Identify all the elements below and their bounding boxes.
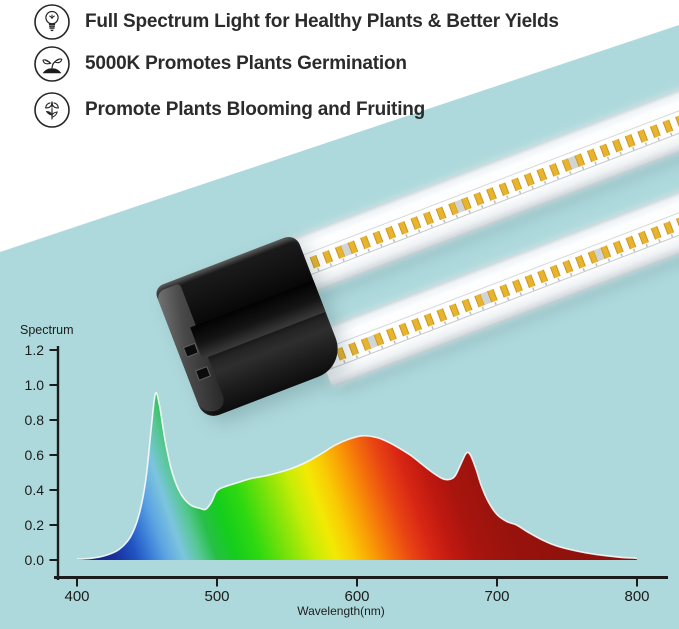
bulb-icon [33,3,71,41]
flower-icon [33,91,71,129]
y-tick-label: 0.8 [25,412,45,428]
feature-label: Promote Plants Blooming and Fruiting [85,99,426,120]
x-tick-label: 700 [484,588,509,605]
x-axis-title: Wavelength(nm) [297,604,385,618]
y-tick-label: 0.2 [25,517,45,533]
sprout-icon [33,45,71,83]
feature-label: Full Spectrum Light for Healthy Plants &… [85,11,559,32]
spectrum-curve-edge [76,392,638,560]
feature-row-full-spectrum: Full Spectrum Light for Healthy Plants &… [33,3,559,41]
feature-row-blooming: Promote Plants Blooming and Fruiting [33,91,425,129]
y-tick-label: 0.0 [25,552,45,568]
x-tick-label: 600 [344,588,369,605]
y-tick-label: 1.0 [25,377,45,393]
bracket-groove [190,280,326,360]
spectrum-area [77,392,637,560]
feature-row-germination: 5000K Promotes Plants Germination [33,45,407,83]
feature-label: 5000K Promotes Plants Germination [85,53,407,74]
x-tick-label: 400 [64,588,89,605]
x-tick-label: 800 [624,588,649,605]
y-tick-label: 1.2 [25,342,45,358]
y-tick-label: 0.4 [25,482,45,498]
y-axis-title: Spectrum [20,323,74,337]
y-tick-label: 0.6 [25,447,45,463]
x-tick-label: 500 [204,588,229,605]
